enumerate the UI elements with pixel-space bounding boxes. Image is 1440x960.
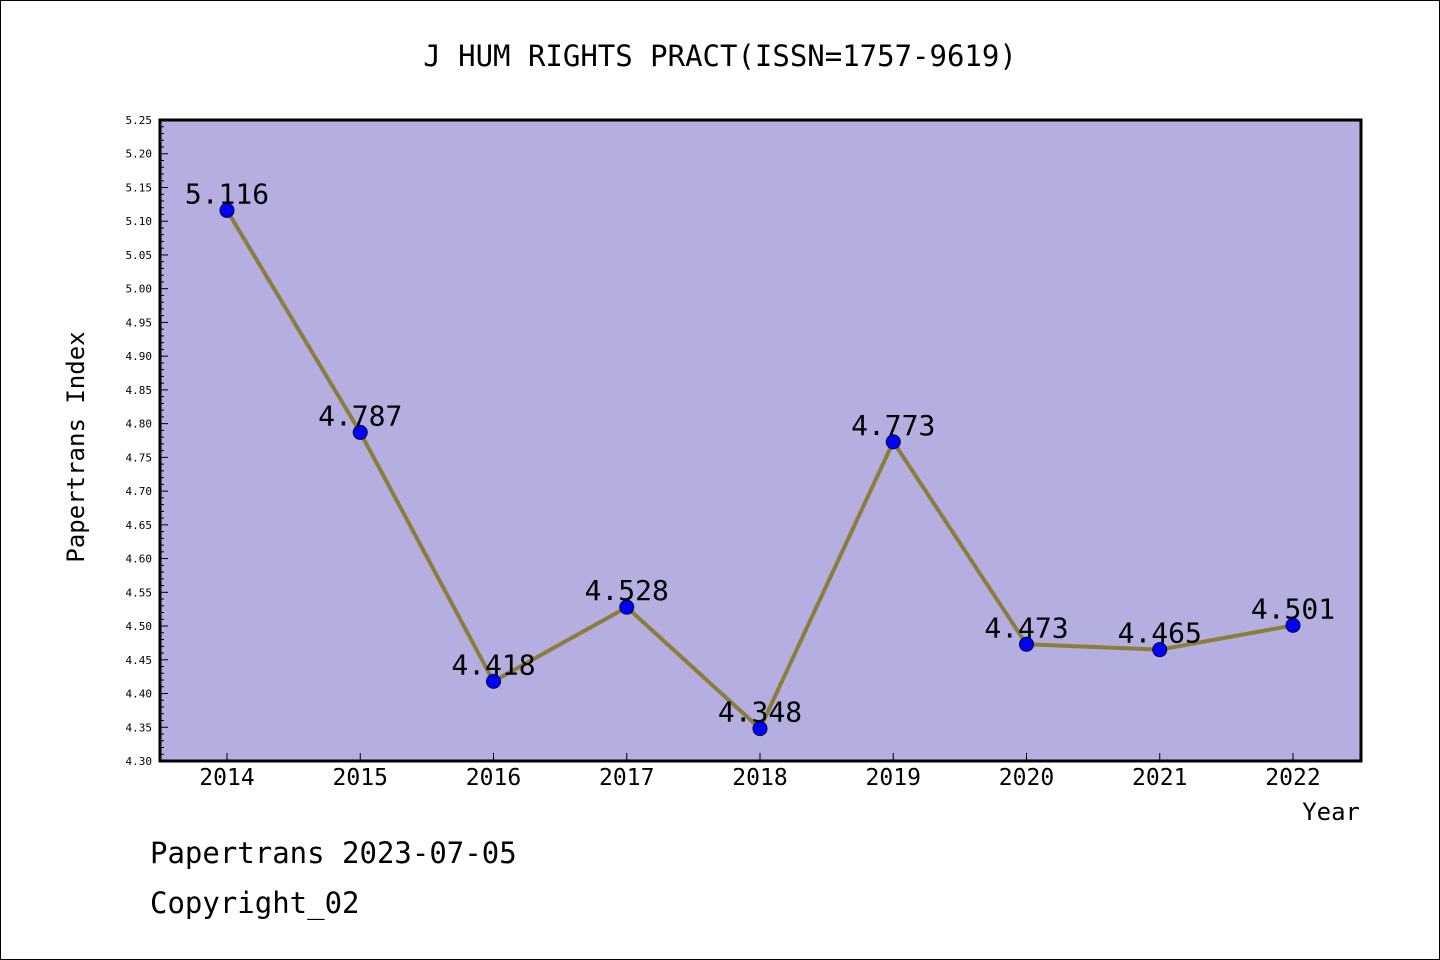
y-tick-label: 4.90 (126, 350, 153, 363)
y-axis: 4.30 4.35 4.40 4.45 4.50 4.55 4.60 4.65 4.70 4.75… (126, 114, 168, 768)
data-label: 4.348 (718, 696, 802, 729)
y-tick-label: 4.45 (126, 654, 153, 667)
data-point (885, 434, 901, 450)
y-tick-label: 4.80 (126, 418, 153, 431)
x-tick-label: 2015 (333, 765, 388, 791)
data-point (619, 599, 635, 615)
y-tick-label: 4.75 (126, 451, 153, 464)
data-point (1019, 636, 1034, 652)
data-label: 5.116 (185, 177, 269, 210)
y-tick-label: 4.85 (126, 384, 153, 397)
x-tick-label: 2022 (1265, 765, 1320, 791)
data-labels: 5.116 4.787 4.418 4.528 4.348 4.773 4.473 4.465… (185, 177, 1335, 728)
y-tick-label: 5.10 (126, 215, 153, 228)
data-label: 4.418 (451, 648, 535, 681)
y-tick-label: 4.40 (126, 688, 153, 701)
plot-area (160, 120, 1361, 761)
y-tick-label: 4.70 (126, 485, 153, 498)
x-tick-label: 2021 (1132, 765, 1187, 791)
footer-source: Papertrans 2023-07-05 (150, 836, 517, 870)
x-tick-label: 2020 (999, 765, 1054, 791)
y-tick-label: 5.00 (126, 283, 153, 296)
x-tick-label: 2014 (199, 765, 254, 791)
x-tick-label: 2018 (732, 765, 787, 791)
data-point (219, 202, 235, 218)
y-tick-label: 4.65 (126, 519, 153, 532)
data-point (486, 673, 501, 689)
y-tick-label: 4.30 (126, 755, 153, 768)
series-line (219, 202, 1301, 737)
y-tick-label: 4.95 (126, 316, 153, 329)
data-label: 4.473 (984, 611, 1068, 644)
x-tick-label: 2017 (599, 765, 654, 791)
y-tick-label: 4.55 (126, 586, 153, 599)
y-tick-label: 5.25 (126, 114, 153, 127)
data-point (352, 424, 368, 440)
y-axis-label: Papertrans Index (62, 331, 90, 562)
data-point (1285, 617, 1301, 633)
chart-title: J HUM RIGHTS PRACT(ISSN=1757-9619) (423, 39, 1017, 73)
y-tick-label: 4.35 (126, 721, 153, 734)
data-label: 4.528 (585, 574, 669, 607)
data-label: 4.787 (318, 399, 402, 432)
data-label: 4.773 (851, 409, 935, 442)
x-axis-label: Year (1302, 798, 1360, 826)
y-tick-label: 5.05 (126, 249, 153, 262)
data-label: 4.501 (1251, 592, 1335, 625)
y-tick-label: 4.60 (126, 553, 153, 566)
y-tick-label: 4.50 (126, 620, 153, 633)
data-point (752, 721, 768, 737)
x-tick-label: 2019 (866, 765, 921, 791)
plot-border (158, 118, 1363, 763)
data-label: 4.465 (1118, 617, 1202, 650)
y-tick-label: 5.15 (126, 181, 153, 194)
x-tick-label: 2016 (466, 765, 521, 791)
data-point (1152, 642, 1168, 658)
y-tick-label: 5.20 (126, 148, 153, 161)
footer-copyright: Copyright_02 (150, 886, 360, 920)
